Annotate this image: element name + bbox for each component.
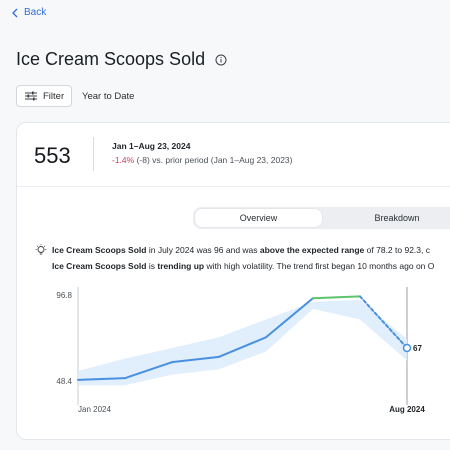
- kpi-period: Jan 1–Aug 23, 2024: [112, 141, 191, 151]
- anomaly-line-segment: [312, 295, 361, 300]
- kpi-change-pct: -1.4%: [112, 155, 135, 165]
- back-link[interactable]: Back: [12, 7, 46, 18]
- y-tick-label: 48.4: [56, 377, 72, 386]
- series-line-segment: [77, 377, 126, 381]
- insight-text: with high volatility. The trend first be…: [204, 261, 435, 271]
- insight-text: of 78.2 to 92.3, c: [364, 245, 430, 255]
- back-label: Back: [24, 7, 47, 18]
- date-range-selector[interactable]: Year to Date: [82, 91, 135, 102]
- filter-label: Filter: [43, 90, 65, 102]
- page-title: Ice Cream Scoops Sold: [16, 49, 227, 70]
- kpi-change-detail: (-8) vs. prior period (Jan 1–Aug 23, 202…: [134, 155, 293, 165]
- insight-emphasis: above the expected range: [259, 245, 365, 255]
- kpi-value: 553: [34, 143, 71, 168]
- info-icon[interactable]: [215, 54, 227, 66]
- x-tick-label: Jan 2024: [78, 405, 111, 414]
- series-line-segment: [124, 361, 173, 380]
- tab-overview[interactable]: Overview: [195, 209, 322, 227]
- filter-button[interactable]: Filter: [16, 85, 72, 107]
- insight-text: in July 2024 was 96 and was: [146, 245, 260, 255]
- insight-text: is: [146, 261, 158, 271]
- projected-line-segment: [359, 295, 408, 349]
- y-tick-label: 96.8: [56, 291, 72, 300]
- end-data-point: [402, 343, 412, 353]
- kpi-row: 553 Jan 1–Aug 23, 2024 -1.4% (-8) vs. pr…: [17, 123, 450, 187]
- page-title-text: Ice Cream Scoops Sold: [16, 49, 206, 69]
- end-data-label: 67: [413, 344, 422, 353]
- expected-range-band: [78, 299, 407, 386]
- view-tabs: Overview Breakdown: [193, 207, 450, 229]
- tab-breakdown[interactable]: Breakdown: [374, 213, 420, 223]
- kpi-comparison: -1.4% (-8) vs. prior period (Jan 1–Aug 2…: [112, 155, 293, 165]
- insight-line-2: Ice Cream Scoops Sold is trending up wit…: [52, 261, 434, 271]
- insight-metric: Ice Cream Scoops Sold: [52, 261, 147, 271]
- series-line-segment: [171, 355, 220, 364]
- series-line-segment: [218, 336, 267, 358]
- lightbulb-icon: [35, 244, 47, 255]
- insight-emphasis: trending up: [157, 261, 205, 271]
- x-tick-label: Aug 2024: [389, 405, 425, 414]
- chevron-left-icon: [12, 8, 18, 17]
- kpi-divider: [93, 137, 94, 171]
- trend-chart: 67 96.8 48.4 Jan 2024 Aug 2024: [56, 287, 425, 414]
- series-line-segment: [265, 297, 314, 339]
- sliders-icon: [25, 91, 37, 101]
- insight-metric: Ice Cream Scoops Sold: [52, 245, 147, 255]
- insight-line-1: Ice Cream Scoops Sold in July 2024 was 9…: [52, 245, 430, 255]
- metric-card: 553 Jan 1–Aug 23, 2024 -1.4% (-8) vs. pr…: [16, 122, 450, 440]
